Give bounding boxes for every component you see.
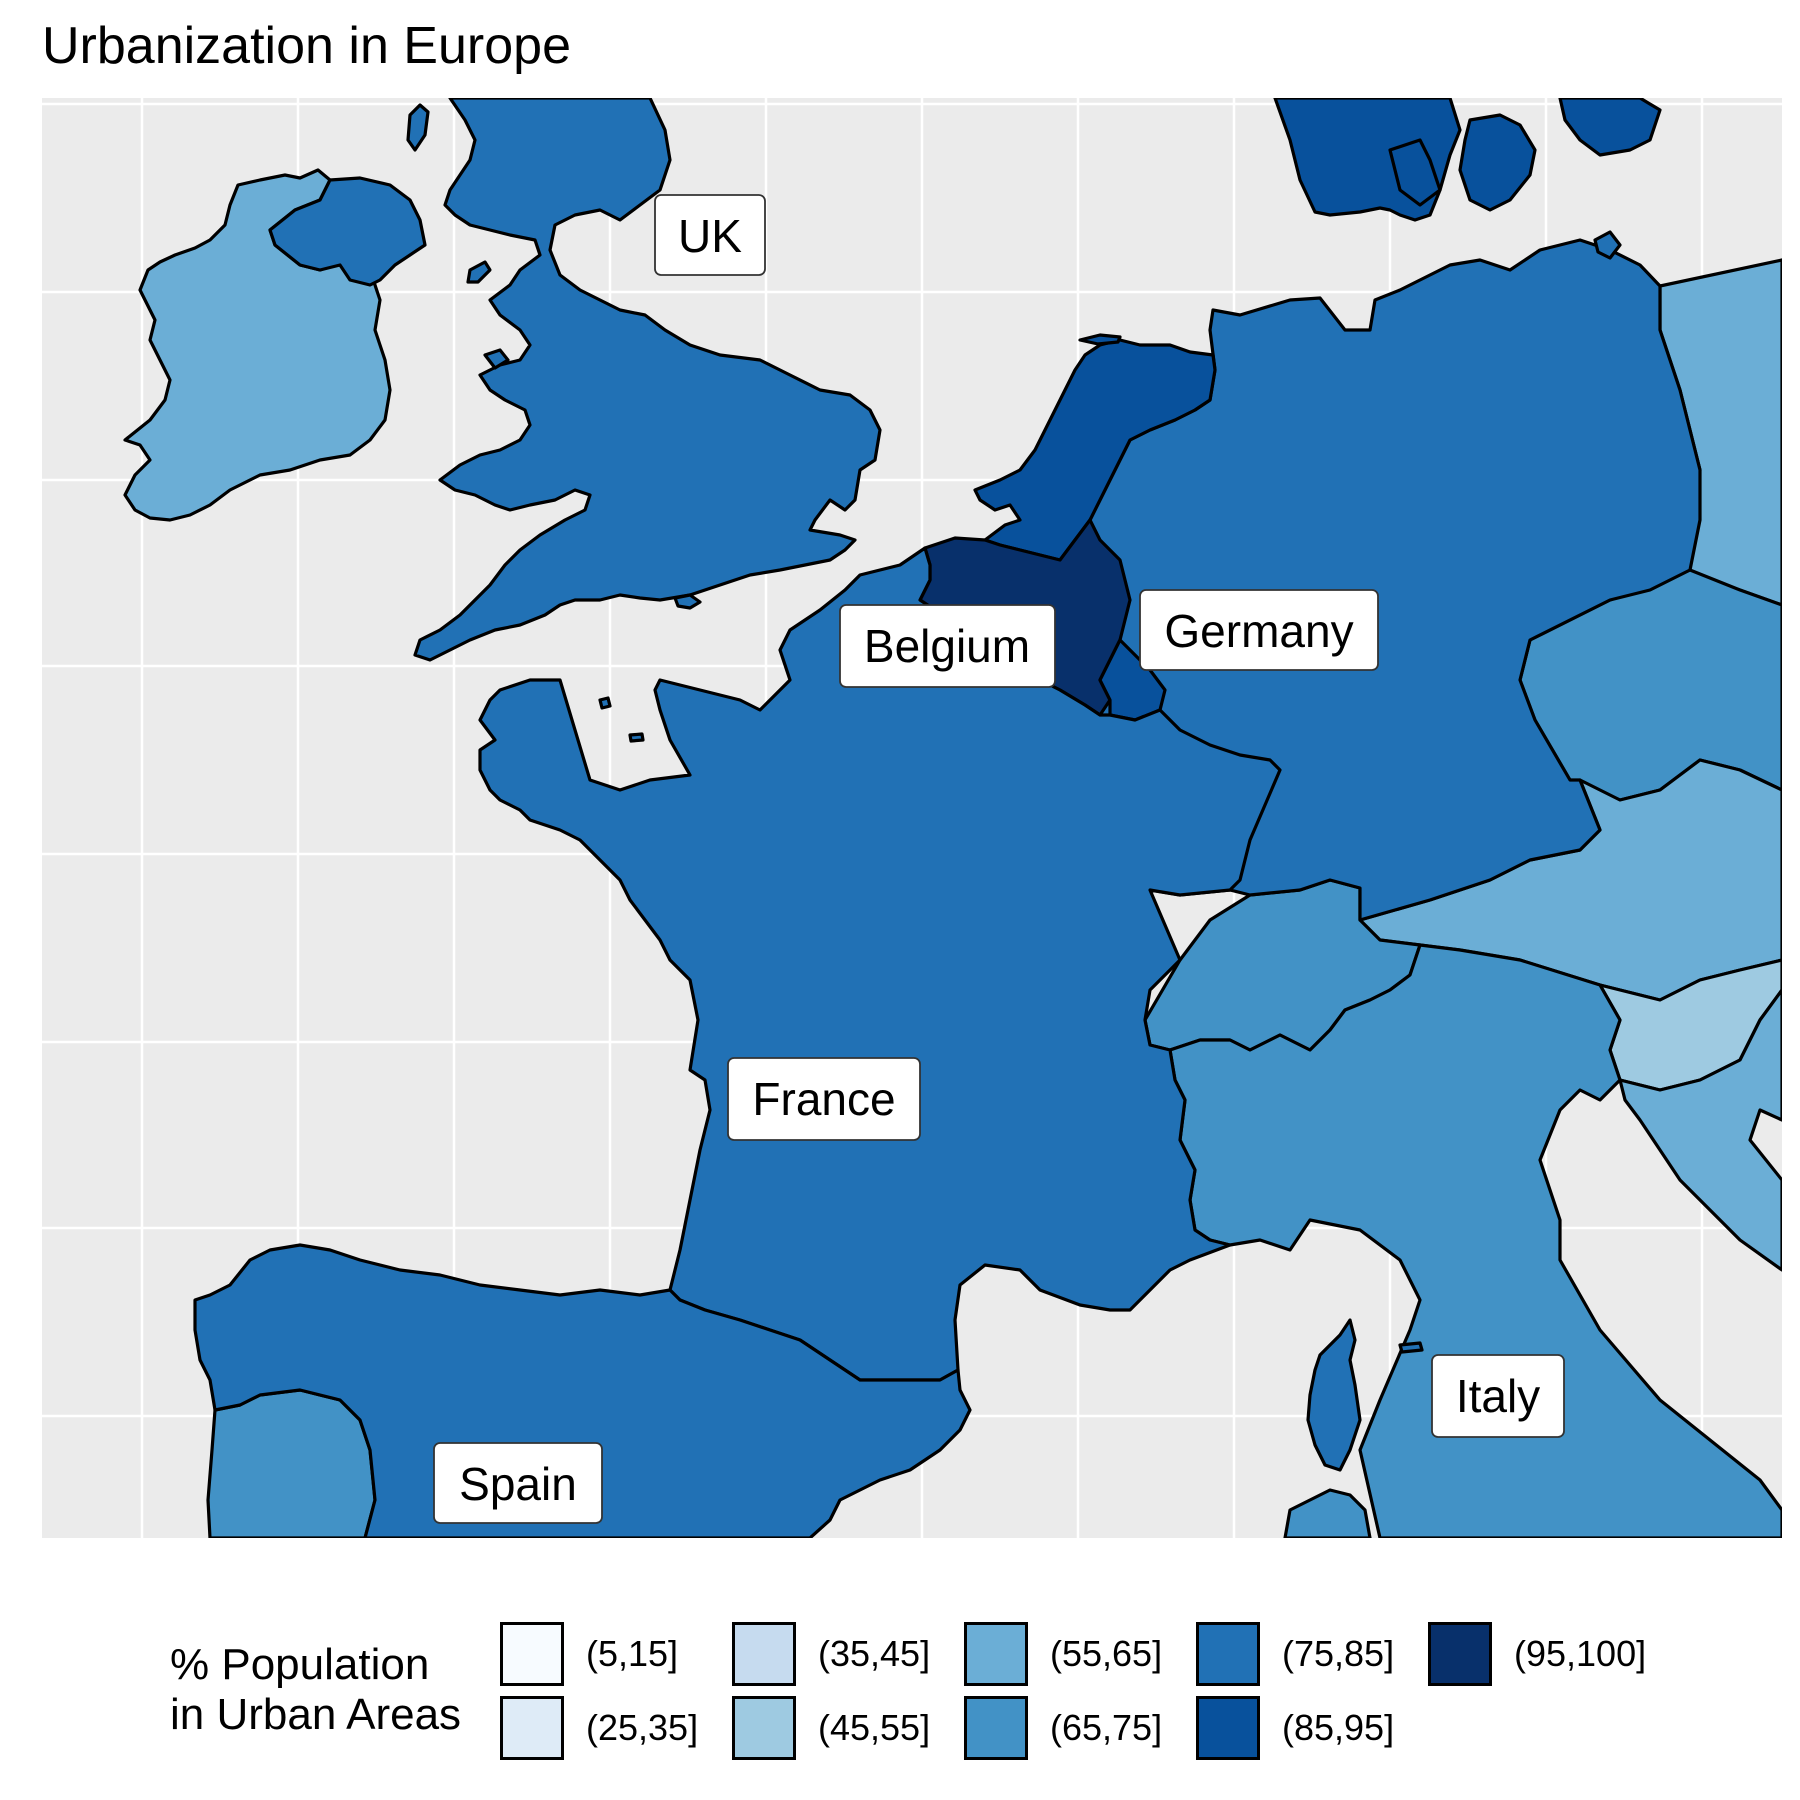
country-northern-ireland: [268, 176, 427, 287]
legend-item-25-35: (25,35]: [500, 1696, 698, 1760]
island-wight: [673, 593, 702, 610]
legend-swatch: [500, 1696, 564, 1760]
legend-swatch: [500, 1622, 564, 1686]
legend-swatch: [1196, 1622, 1260, 1686]
island-small-2: [598, 696, 612, 710]
legend-label: (5,15]: [586, 1633, 679, 1674]
legend-label: (65,75]: [1050, 1707, 1163, 1748]
label-spain: Spain: [433, 1442, 603, 1524]
island-hebrides: [406, 103, 430, 152]
label-germany: Germany: [1139, 589, 1379, 671]
island-small-1: [1398, 1341, 1424, 1354]
chart-title: Urbanization in Europe: [42, 17, 571, 75]
country-spain: [193, 1243, 972, 1538]
svg-text:Belgium: Belgium: [864, 620, 1030, 672]
island-rugen: [1593, 230, 1622, 260]
legend-label: (35,45]: [818, 1633, 931, 1674]
legend-item-5-15: (5,15]: [500, 1622, 678, 1686]
countries: [123, 98, 1782, 1538]
island-anglesey: [483, 348, 510, 370]
svg-text:Italy: Italy: [1456, 1370, 1540, 1422]
country-sardinia: [1283, 1488, 1372, 1538]
legend-item-95-100: (95,100]: [1428, 1622, 1646, 1686]
legend-swatch: [1428, 1622, 1492, 1686]
label-france: France: [727, 1057, 921, 1141]
legend-title-line1: % Population: [170, 1640, 430, 1689]
legend-label: (75,85]: [1282, 1633, 1395, 1674]
svg-text:UK: UK: [678, 210, 742, 262]
label-italy: Italy: [1431, 1354, 1565, 1438]
legend-item-85-95: (85,95]: [1196, 1696, 1394, 1760]
country-luxembourg: [1098, 638, 1167, 722]
legend-label: (45,55]: [818, 1707, 931, 1748]
legend-swatch: [964, 1622, 1028, 1686]
country-croatia: [1618, 988, 1782, 1272]
legend-item-65-75: (65,75]: [964, 1696, 1162, 1760]
legend-item-35-45: (35,45]: [732, 1622, 930, 1686]
country-corsica: [1306, 1318, 1362, 1472]
country-uk: [413, 98, 882, 662]
legend-label: (25,35]: [586, 1707, 699, 1748]
country-denmark-zealand: [1458, 113, 1537, 212]
svg-text:Germany: Germany: [1164, 605, 1353, 657]
country-denmark-island: [1388, 138, 1442, 207]
svg-text:Spain: Spain: [459, 1458, 577, 1510]
country-labels: UK Belgium Germany France Italy Spain: [433, 194, 1565, 1524]
island-frisian: [1078, 333, 1122, 346]
label-uk: UK: [654, 194, 766, 276]
island-small-3: [628, 732, 645, 743]
legend-label: (95,100]: [1514, 1633, 1647, 1674]
legend-item-45-55: (45,55]: [732, 1696, 930, 1760]
legend-swatch: [732, 1622, 796, 1686]
legend-swatch: [732, 1696, 796, 1760]
legend-title-line2: in Urban Areas: [170, 1690, 462, 1739]
island-isle-of-man: [466, 260, 492, 284]
svg-text:France: France: [752, 1073, 895, 1125]
legend-label: (85,95]: [1282, 1707, 1395, 1748]
legend-swatch: [964, 1696, 1028, 1760]
legend-label: (55,65]: [1050, 1633, 1163, 1674]
legend-swatch: [1196, 1696, 1260, 1760]
legend-item-55-65: (55,65]: [964, 1622, 1162, 1686]
label-belgium: Belgium: [839, 604, 1056, 688]
legend-title: % Population in Urban Areas: [170, 1640, 461, 1740]
legend-item-75-85: (75,85]: [1196, 1622, 1394, 1686]
country-sweden-tip: [1558, 98, 1662, 157]
